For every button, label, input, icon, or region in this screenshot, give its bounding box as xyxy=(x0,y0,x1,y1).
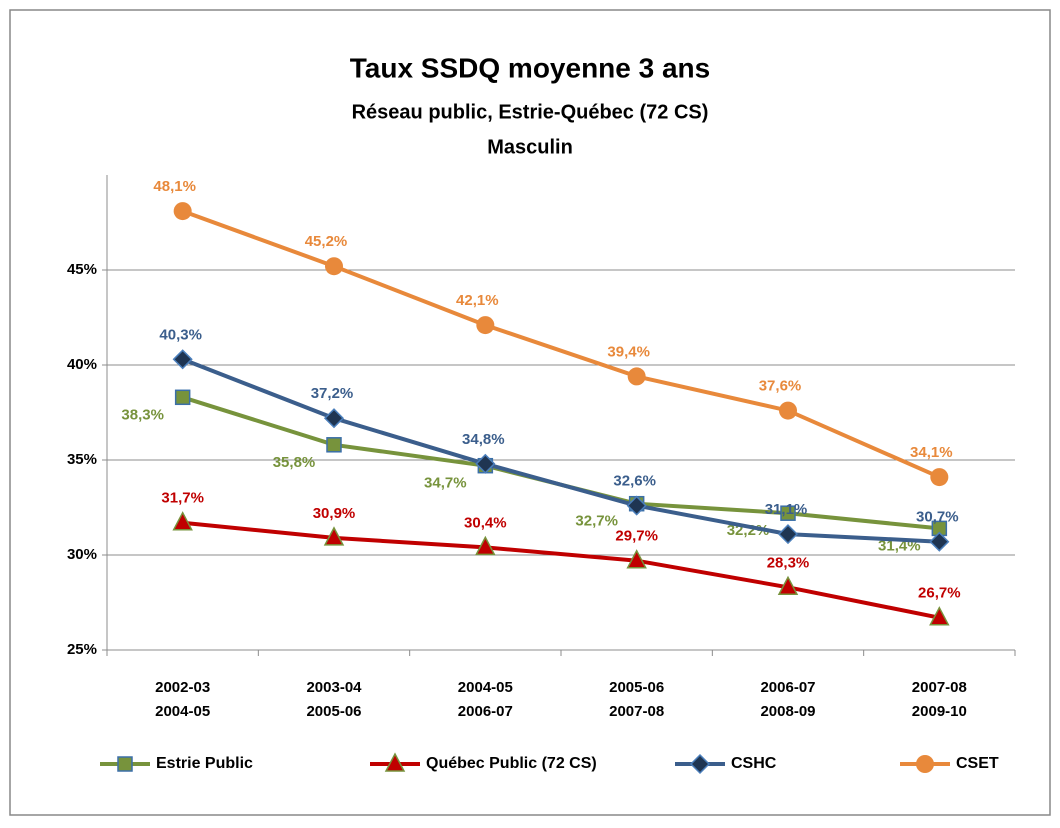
data-label: 34,1% xyxy=(910,444,953,461)
x-tick-label: 2005-06 xyxy=(306,703,361,720)
marker xyxy=(929,531,950,552)
data-label: 39,4% xyxy=(607,343,650,360)
marker xyxy=(323,408,345,429)
x-tick-label: 2004-05 xyxy=(458,679,513,696)
data-label: 30,4% xyxy=(464,514,507,531)
marker xyxy=(475,453,496,474)
marker xyxy=(930,468,949,487)
x-tick-label: 2007-08 xyxy=(912,679,967,696)
chart-border xyxy=(9,9,1051,816)
data-label: 31,7% xyxy=(161,490,204,507)
marker xyxy=(689,753,711,775)
x-tick-label: 2003-04 xyxy=(306,679,362,696)
data-label: 30,9% xyxy=(313,505,356,522)
data-label: 30,7% xyxy=(916,509,959,526)
x-tick-label: 2009-10 xyxy=(912,703,967,720)
chart-subtitle: Masculin xyxy=(487,136,573,158)
data-label: 34,8% xyxy=(462,431,505,448)
data-label: 38,3% xyxy=(121,406,164,423)
data-label: 26,7% xyxy=(918,585,961,602)
y-tick-label: 30% xyxy=(67,546,97,563)
data-label: 35,8% xyxy=(273,454,316,471)
marker xyxy=(326,437,342,453)
data-label: 32,6% xyxy=(613,473,656,490)
legend-label: Québec Public (72 CS) xyxy=(426,755,597,772)
x-tick-label: 2006-07 xyxy=(458,703,513,720)
chart-title: Taux SSDQ moyenne 3 ans xyxy=(350,52,711,83)
marker xyxy=(173,202,192,221)
data-label: 28,3% xyxy=(767,554,810,571)
marker xyxy=(384,752,406,772)
series-line xyxy=(182,520,940,620)
marker xyxy=(916,755,934,773)
marker xyxy=(325,257,343,276)
marker xyxy=(777,524,799,545)
data-label: 31,1% xyxy=(765,501,808,518)
marker xyxy=(475,535,496,556)
marker xyxy=(626,549,647,569)
data-label: 42,1% xyxy=(456,292,499,309)
marker xyxy=(626,495,647,516)
y-tick-label: 25% xyxy=(67,641,97,658)
x-tick-label: 2006-07 xyxy=(760,679,815,696)
y-tick-label: 35% xyxy=(67,451,97,468)
legend-label: CSET xyxy=(956,755,999,772)
x-tick-label: 2004-05 xyxy=(155,703,210,720)
data-label: 29,7% xyxy=(615,528,658,545)
x-tick-label: 2005-06 xyxy=(609,679,664,696)
marker xyxy=(929,606,950,626)
data-label: 34,7% xyxy=(424,475,467,492)
data-label: 37,2% xyxy=(311,385,354,402)
marker xyxy=(627,367,646,386)
data-label: 48,1% xyxy=(153,178,196,195)
legend-label: Estrie Public xyxy=(156,755,253,772)
data-label: 40,3% xyxy=(159,326,202,343)
marker xyxy=(779,401,797,420)
y-tick-label: 40% xyxy=(67,356,97,373)
marker xyxy=(172,511,193,531)
marker xyxy=(117,756,133,772)
marker xyxy=(777,575,799,596)
data-label: 45,2% xyxy=(305,233,348,250)
chart-subtitle: Réseau public, Estrie-Québec (72 CS) xyxy=(352,101,709,123)
marker xyxy=(780,505,796,521)
x-tick-label: 2008-09 xyxy=(760,703,815,720)
marker xyxy=(172,349,193,370)
x-tick-label: 2007-08 xyxy=(609,703,664,720)
series-line xyxy=(181,357,940,544)
series-line xyxy=(181,209,941,479)
legend-label: CSHC xyxy=(731,755,777,772)
marker xyxy=(174,389,191,406)
marker xyxy=(323,526,345,546)
x-tick-label: 2002-03 xyxy=(155,679,210,696)
marker xyxy=(476,316,495,335)
data-label: 37,6% xyxy=(759,378,802,395)
data-label: 32,7% xyxy=(575,513,618,530)
y-tick-label: 45% xyxy=(67,261,97,278)
